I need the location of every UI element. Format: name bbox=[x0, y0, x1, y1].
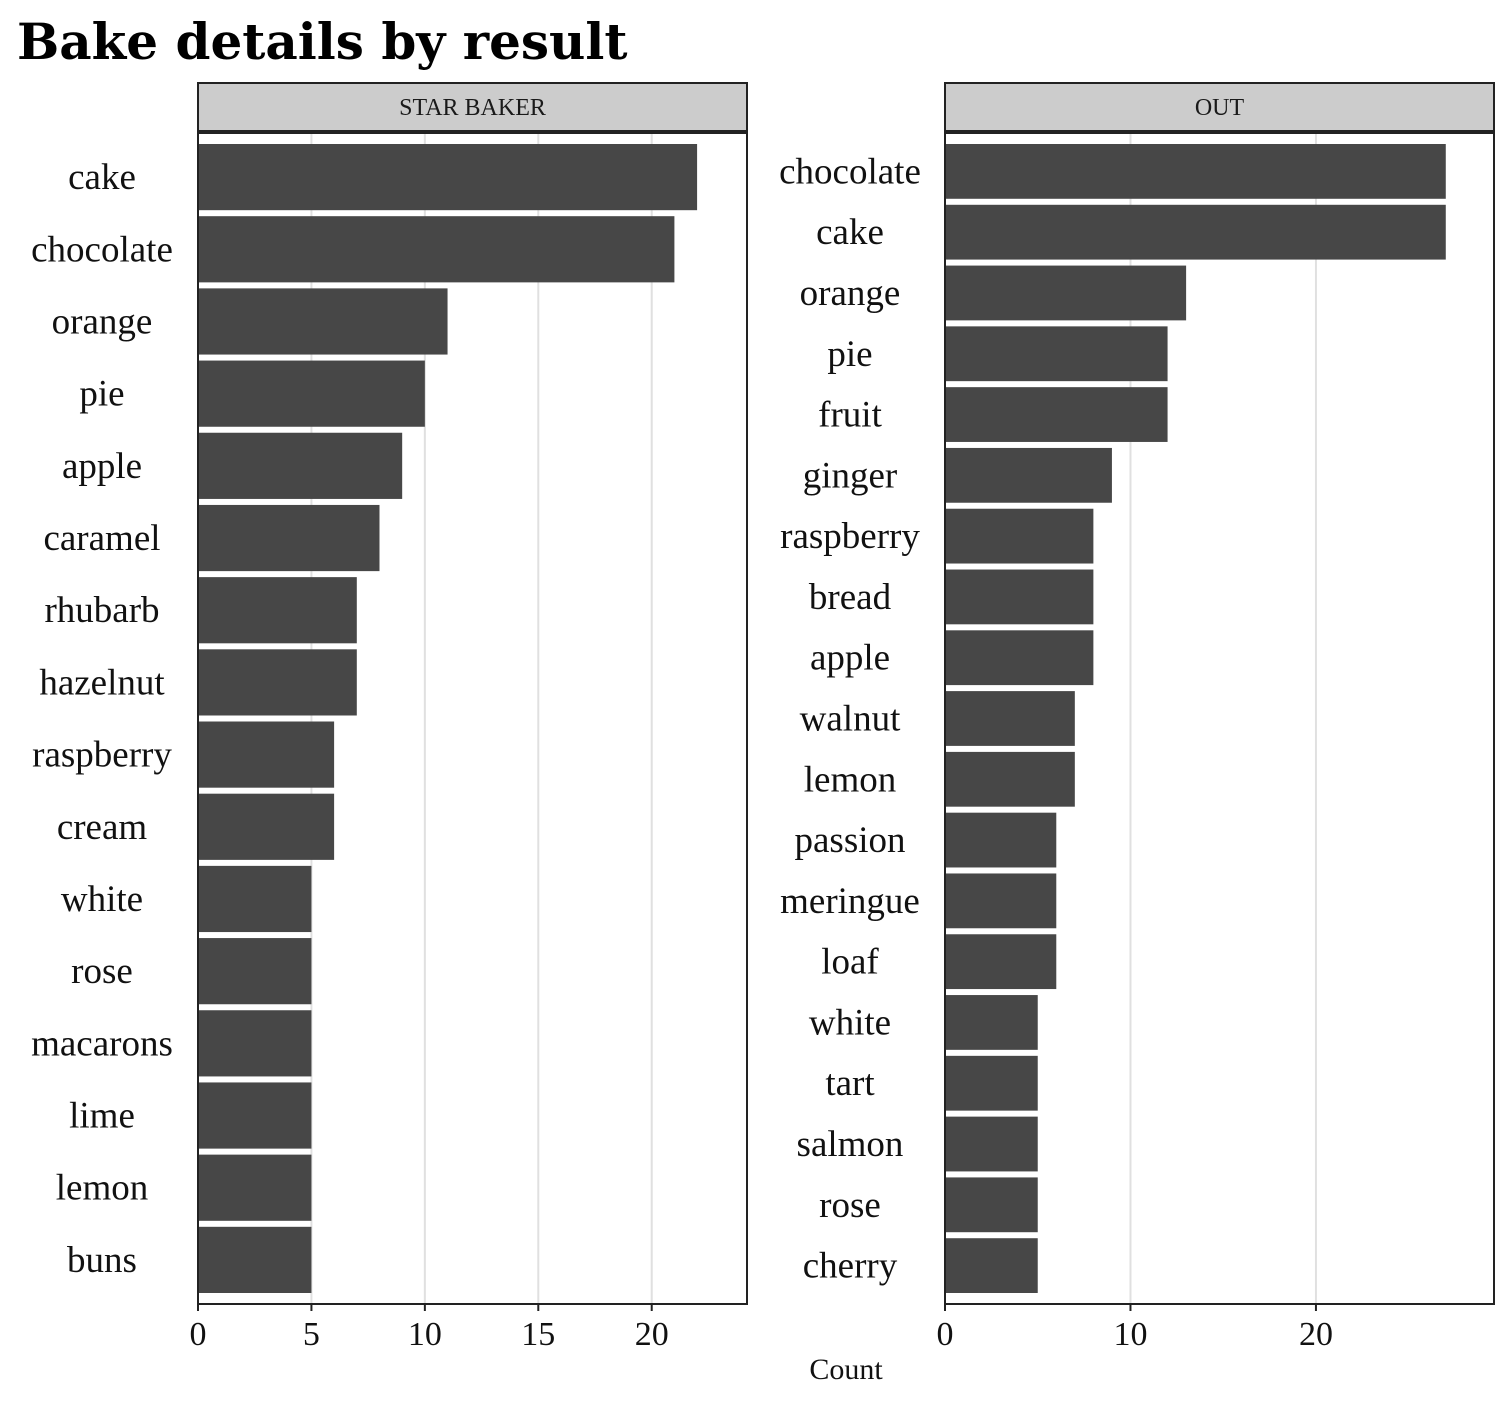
x-tick-label: 10 bbox=[1113, 1316, 1147, 1353]
category-label: ginger bbox=[803, 455, 898, 496]
category-label: salmon bbox=[797, 1124, 904, 1165]
x-tick-label: 20 bbox=[1299, 1316, 1333, 1353]
category-label: chocolate bbox=[31, 229, 173, 270]
category-label: pie bbox=[827, 334, 872, 375]
panel-1: OUT chocolate cake orange pie fruit ginger rasp… bbox=[779, 82, 1495, 1353]
category-label: white bbox=[61, 879, 143, 920]
bar-raspberry bbox=[198, 721, 335, 788]
x-tick-label: 10 bbox=[408, 1316, 442, 1353]
bar-lemon bbox=[945, 751, 1075, 807]
bar-tart bbox=[945, 1055, 1038, 1111]
x-tick-label: 5 bbox=[303, 1316, 320, 1353]
bar-lemon bbox=[198, 1154, 312, 1221]
bar-cream bbox=[198, 793, 335, 860]
bar-orange bbox=[945, 265, 1187, 321]
bar-pie bbox=[198, 360, 425, 427]
category-label: hazelnut bbox=[39, 662, 165, 703]
category-label: macarons bbox=[31, 1023, 173, 1064]
bar-pie bbox=[945, 326, 1168, 382]
category-label: raspberry bbox=[32, 735, 172, 776]
category-label: passion bbox=[795, 820, 906, 861]
category-label: loaf bbox=[821, 942, 879, 983]
bar-cake bbox=[945, 204, 1446, 260]
panel-strip-label: OUT bbox=[1195, 95, 1245, 121]
bar-hazelnut bbox=[198, 649, 357, 716]
category-label: fruit bbox=[818, 395, 882, 436]
bar-raspberry bbox=[945, 508, 1094, 564]
category-label: rose bbox=[71, 951, 133, 992]
panel-0: STAR BAKER cake chocolate orange pie apple car… bbox=[31, 82, 748, 1353]
bar-passion bbox=[945, 812, 1057, 868]
bar-meringue bbox=[945, 873, 1057, 929]
category-label: orange bbox=[52, 301, 153, 342]
category-label: raspberry bbox=[780, 516, 920, 557]
bar-rose bbox=[198, 938, 312, 1005]
category-label: cream bbox=[57, 807, 148, 848]
bar-bread bbox=[945, 569, 1094, 625]
bar-chocolate bbox=[198, 216, 675, 283]
category-label: meringue bbox=[780, 881, 920, 922]
category-label: cherry bbox=[803, 1246, 898, 1287]
category-label: cake bbox=[68, 157, 136, 198]
category-label: orange bbox=[800, 273, 901, 314]
bar-white bbox=[945, 995, 1038, 1050]
bar-ginger bbox=[945, 447, 1112, 503]
x-tick-label: 0 bbox=[937, 1316, 954, 1353]
category-label: white bbox=[809, 1002, 891, 1043]
panel-strip bbox=[944, 82, 1495, 132]
bar-orange bbox=[198, 288, 448, 355]
bar-chocolate bbox=[945, 144, 1446, 199]
panels: STAR BAKER cake chocolate orange pie apple car… bbox=[31, 82, 1495, 1353]
bar-walnut bbox=[945, 691, 1075, 746]
category-label: tart bbox=[825, 1063, 875, 1104]
bar-cherry bbox=[945, 1238, 1038, 1293]
panel-frame bbox=[197, 132, 748, 1305]
category-label: rhubarb bbox=[44, 590, 159, 631]
category-label: chocolate bbox=[779, 151, 921, 192]
bar-loaf bbox=[945, 934, 1057, 990]
category-label: buns bbox=[67, 1240, 137, 1281]
x-axis-title: Count bbox=[809, 1353, 883, 1386]
chart-title: Bake details by result bbox=[17, 12, 628, 71]
category-label: lime bbox=[69, 1096, 135, 1137]
category-label: caramel bbox=[43, 518, 160, 559]
category-label: walnut bbox=[800, 699, 901, 740]
category-label: pie bbox=[79, 374, 124, 415]
bar-fruit bbox=[945, 387, 1168, 442]
bar-apple bbox=[945, 630, 1094, 686]
category-label: apple bbox=[810, 638, 890, 679]
bar-rhubarb bbox=[198, 577, 357, 644]
bar-white bbox=[198, 865, 312, 933]
panel-frame bbox=[944, 132, 1495, 1305]
category-label: cake bbox=[816, 212, 884, 253]
x-tick-label: 20 bbox=[635, 1316, 669, 1353]
category-label: rose bbox=[819, 1185, 881, 1226]
bar-cake bbox=[198, 144, 698, 211]
category-label: bread bbox=[809, 577, 892, 618]
category-label: lemon bbox=[56, 1168, 148, 1209]
x-tick-label: 15 bbox=[521, 1316, 555, 1353]
bar-buns bbox=[198, 1226, 312, 1293]
panel-strip bbox=[197, 82, 748, 132]
bar-apple bbox=[198, 432, 403, 499]
bar-salmon bbox=[945, 1116, 1038, 1172]
panel-strip-label: STAR BAKER bbox=[399, 95, 546, 121]
bar-rose bbox=[945, 1177, 1038, 1233]
category-label: apple bbox=[62, 446, 142, 487]
bar-lime bbox=[198, 1082, 312, 1149]
x-tick-label: 0 bbox=[190, 1316, 207, 1353]
category-label: lemon bbox=[804, 759, 896, 800]
bar-caramel bbox=[198, 504, 380, 572]
bar-macarons bbox=[198, 1010, 312, 1077]
